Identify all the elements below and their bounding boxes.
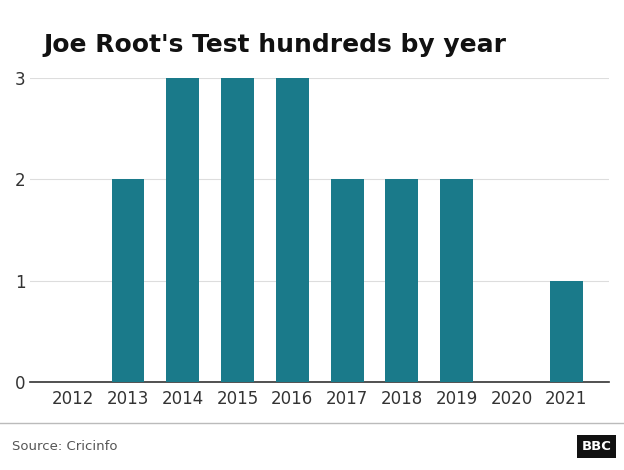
Bar <box>112 180 144 382</box>
Text: Joe Root's Test hundreds by year: Joe Root's Test hundreds by year <box>44 33 507 57</box>
Bar <box>441 180 473 382</box>
Bar <box>386 180 418 382</box>
Bar <box>276 78 309 382</box>
Text: BBC: BBC <box>582 440 612 453</box>
Bar <box>550 281 583 382</box>
Text: Source: Cricinfo: Source: Cricinfo <box>12 440 118 453</box>
Bar <box>331 180 364 382</box>
Bar <box>221 78 254 382</box>
Bar <box>167 78 199 382</box>
